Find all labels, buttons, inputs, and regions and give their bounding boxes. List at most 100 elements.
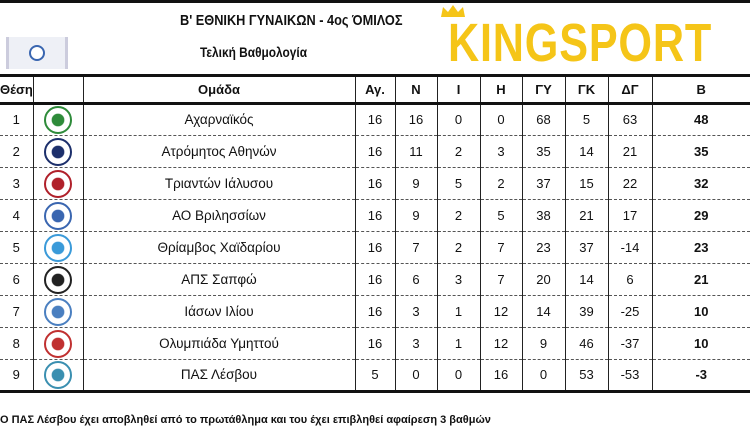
standings-table: Θέση Ομάδα Αγ. Ν Ι Η ΓΥ ΓΚ ΔΓ Β 1 Αχαρναϊκός 16 16 0 0…	[0, 74, 750, 393]
cell-l: 2	[479, 167, 522, 200]
cell-w: 7	[394, 231, 437, 264]
cell-d: 1	[436, 327, 480, 360]
team-logo-cell	[32, 167, 83, 200]
table-row: 8 Ολυμπιάδα Υμηττού 16 3 1 12 9 46 -37 10	[0, 327, 750, 360]
team-logo-cell	[32, 327, 83, 360]
table-row: 7 Ιάσων Ιλίου 16 3 1 12 14 39 -25 10	[0, 295, 750, 328]
cell-gf: 14	[521, 295, 565, 328]
cell-d: 0	[436, 359, 480, 392]
team-logo-icon	[44, 297, 72, 326]
cell-gd: -37	[607, 327, 652, 360]
cell-pts: 32	[651, 167, 750, 200]
cell-w: 3	[394, 327, 437, 360]
cell-pos: 6	[0, 263, 33, 296]
cell-pos: 7	[0, 295, 33, 328]
cell-w: 3	[394, 295, 437, 328]
brand-logo: KINGSPORT	[448, 13, 713, 73]
cell-gf: 9	[521, 327, 565, 360]
cell-l: 16	[479, 359, 522, 392]
table-row: 4 ΑΟ Βριλησσίων 16 9 2 5 38 21 17 29	[0, 199, 750, 232]
cell-team: ΑΠΣ Σαπφώ	[82, 263, 355, 296]
cell-gf: 68	[521, 103, 565, 136]
federation-logo	[6, 37, 68, 69]
cell-w: 0	[394, 359, 437, 392]
team-logo-icon	[44, 361, 72, 389]
cell-w: 16	[394, 103, 437, 136]
cell-p: 16	[354, 295, 395, 328]
column-header: ΔΓ	[607, 75, 652, 105]
cell-gd: 17	[607, 199, 652, 232]
column-header: Η	[479, 75, 522, 105]
cell-gd: 22	[607, 167, 652, 200]
team-logo-cell	[32, 263, 83, 296]
cell-pos: 8	[0, 327, 33, 360]
cell-ga: 21	[564, 199, 608, 232]
team-logo-icon	[44, 265, 72, 294]
column-header: ΓΥ	[521, 75, 565, 105]
cell-w: 9	[394, 167, 437, 200]
cell-pos: 9	[0, 359, 33, 392]
cell-pts: 23	[651, 231, 750, 264]
team-logo-cell	[32, 135, 83, 168]
cell-w: 9	[394, 199, 437, 232]
cell-l: 0	[479, 103, 522, 136]
top-border	[0, 0, 750, 3]
cell-pts: 21	[651, 263, 750, 296]
column-header: Αγ.	[354, 75, 395, 105]
page-subtitle: Τελική Βαθμολογία	[200, 44, 308, 60]
cell-l: 12	[479, 327, 522, 360]
cell-ga: 14	[564, 263, 608, 296]
table-row: 1 Αχαρναϊκός 16 16 0 0 68 5 63 48	[0, 103, 750, 136]
federation-emblem-icon	[29, 45, 45, 61]
column-header: Θέση	[0, 75, 33, 105]
cell-team: Ιάσων Ιλίου	[82, 295, 355, 328]
cell-p: 16	[354, 231, 395, 264]
cell-gf: 0	[521, 359, 565, 392]
cell-l: 3	[479, 135, 522, 168]
cell-gf: 37	[521, 167, 565, 200]
page-title: Β' ΕΘΝΙΚΗ ΓΥΝΑΙΚΩΝ - 4ος ΌΜΙΛΟΣ	[180, 12, 403, 29]
cell-pos: 4	[0, 199, 33, 232]
team-logo-icon	[44, 201, 72, 230]
cell-pts: 35	[651, 135, 750, 168]
cell-d: 2	[436, 231, 480, 264]
cell-l: 5	[479, 199, 522, 232]
cell-gf: 23	[521, 231, 565, 264]
table-row: 5 Θρίαμβος Χαϊδαρίου 16 7 2 7 23 37 -14 23	[0, 231, 750, 264]
team-logo-icon	[44, 137, 72, 166]
cell-d: 1	[436, 295, 480, 328]
cell-d: 5	[436, 167, 480, 200]
column-header: Β	[651, 75, 750, 105]
cell-team: ΠΑΣ Λέσβου	[82, 359, 355, 392]
column-header: Ομάδα	[82, 75, 355, 105]
cell-d: 0	[436, 103, 480, 136]
cell-pos: 1	[0, 103, 33, 136]
team-logo-cell	[32, 103, 83, 136]
cell-w: 11	[394, 135, 437, 168]
footnote: Ο ΠΑΣ Λέσβου έχει αποβληθεί από το πρωτά…	[0, 414, 491, 426]
cell-l: 7	[479, 231, 522, 264]
cell-l: 12	[479, 295, 522, 328]
cell-pts: 48	[651, 103, 750, 136]
team-logo-cell	[32, 199, 83, 232]
team-logo-cell	[32, 359, 83, 392]
table-row: 6 ΑΠΣ Σαπφώ 16 6 3 7 20 14 6 21	[0, 263, 750, 296]
column-header: Ν	[394, 75, 437, 105]
cell-p: 16	[354, 263, 395, 296]
team-logo-cell	[32, 295, 83, 328]
cell-d: 2	[436, 199, 480, 232]
cell-pos: 3	[0, 167, 33, 200]
cell-gd: -25	[607, 295, 652, 328]
cell-pos: 5	[0, 231, 33, 264]
cell-gf: 35	[521, 135, 565, 168]
table-row: 3 Τριαντών Ιάλυσου 16 9 5 2 37 15 22 32	[0, 167, 750, 200]
cell-p: 16	[354, 135, 395, 168]
cell-gf: 20	[521, 263, 565, 296]
cell-ga: 46	[564, 327, 608, 360]
cell-p: 16	[354, 327, 395, 360]
team-logo-icon	[44, 233, 72, 262]
cell-team: Αχαρναϊκός	[82, 103, 355, 136]
column-header	[32, 75, 83, 105]
cell-gd: -14	[607, 231, 652, 264]
column-header: ΓΚ	[564, 75, 608, 105]
